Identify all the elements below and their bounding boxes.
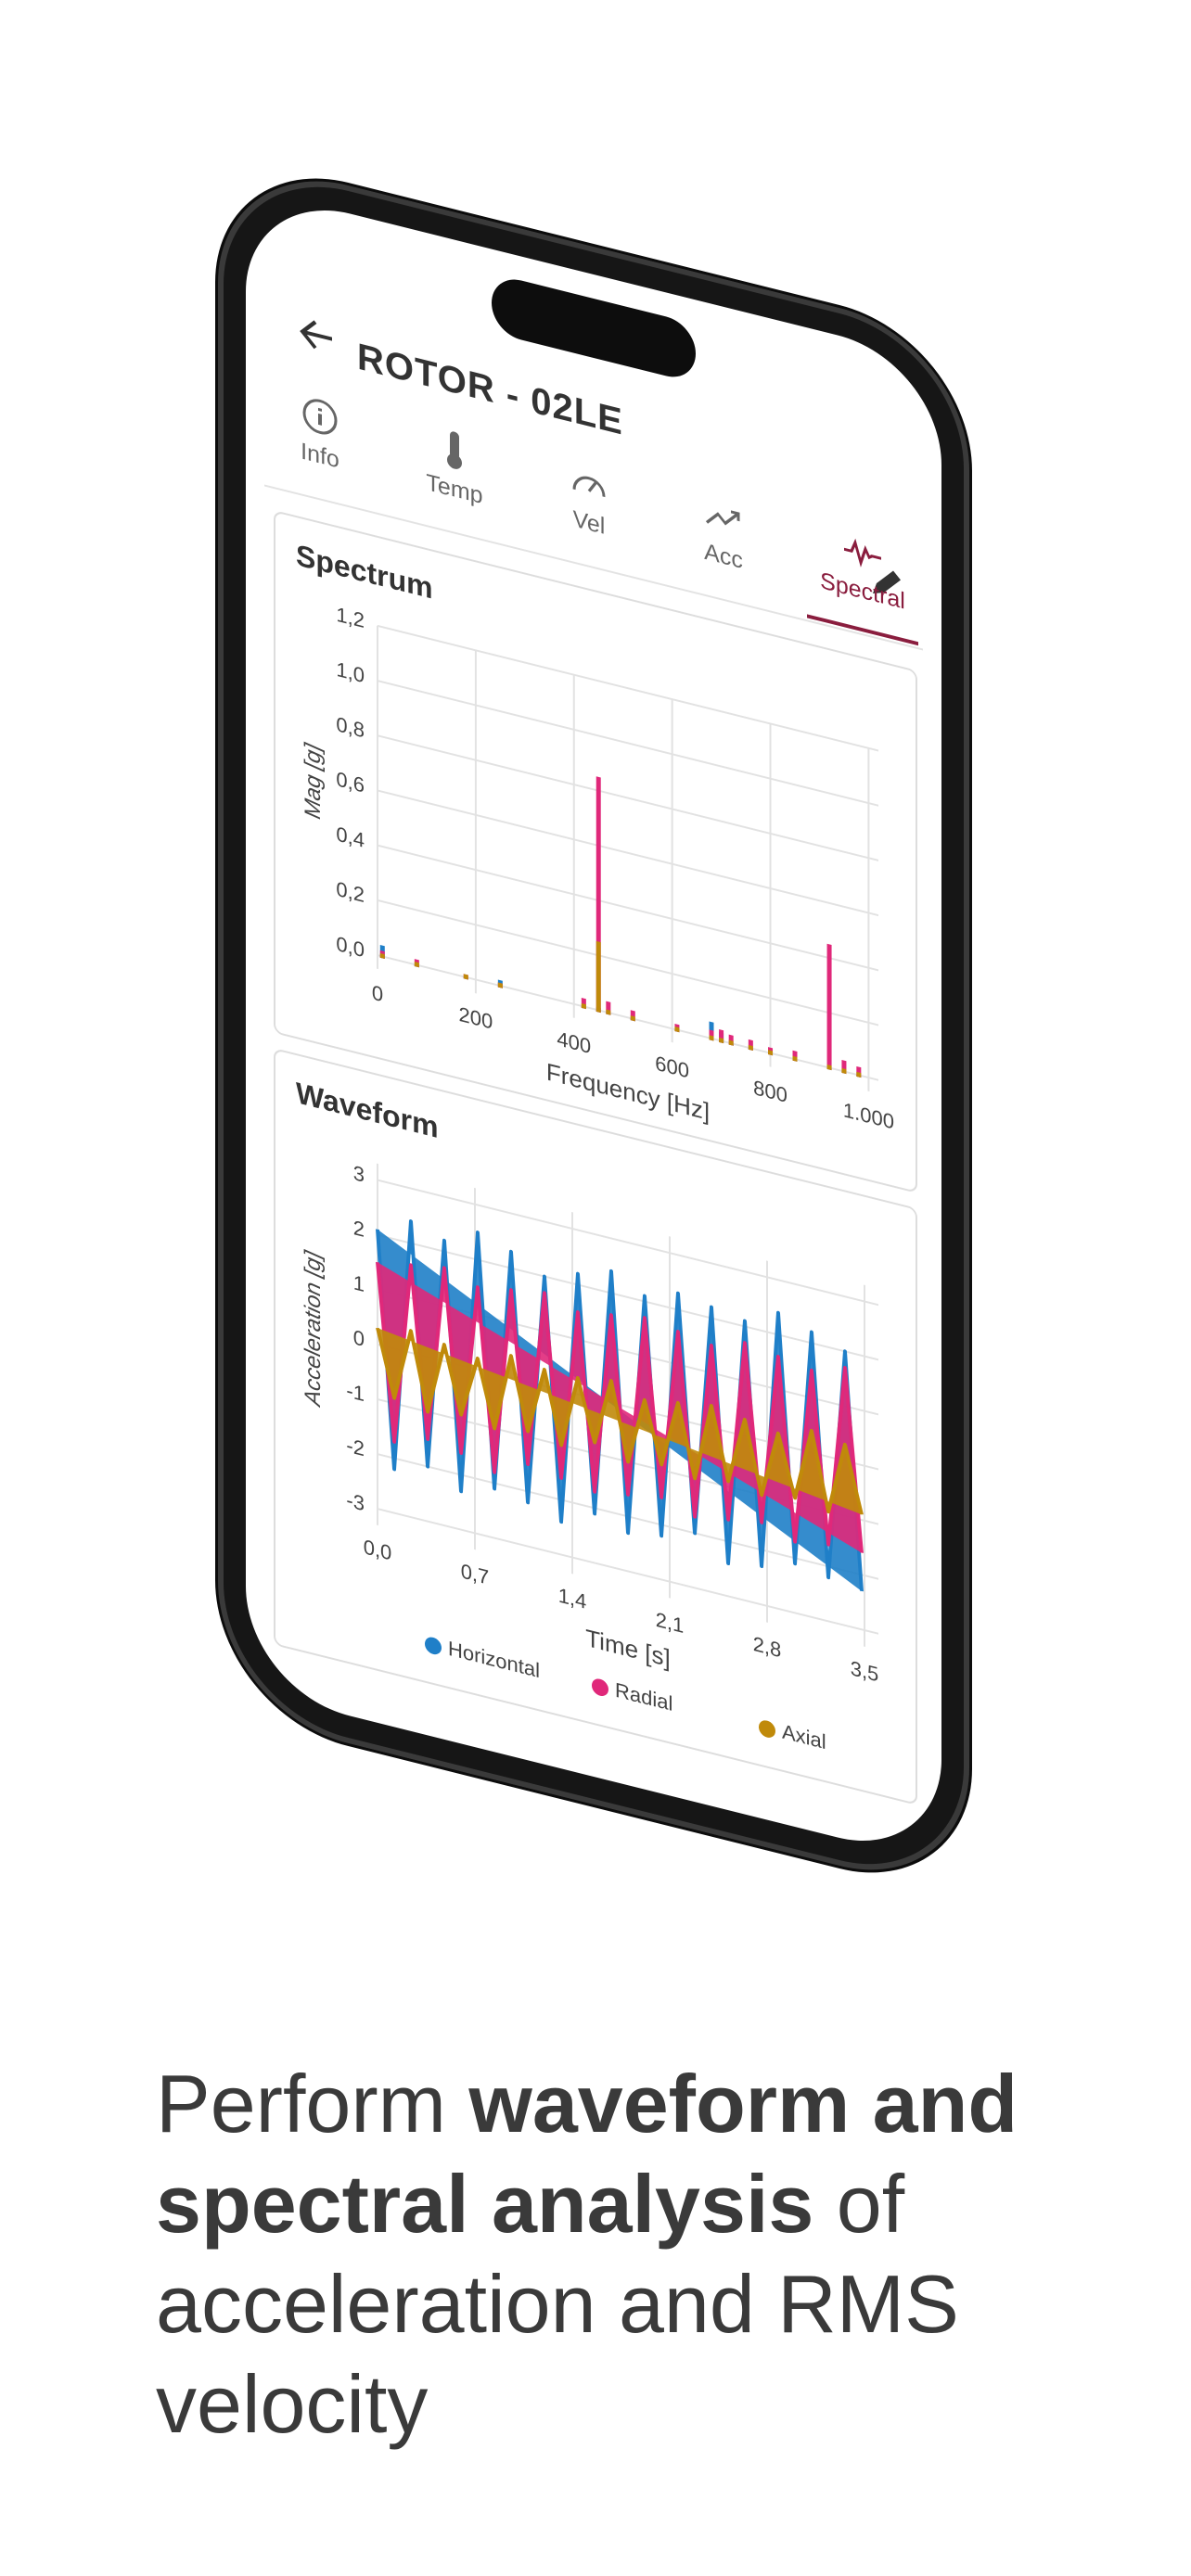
dynamic-island bbox=[492, 273, 696, 384]
tab-label: Vel bbox=[572, 505, 606, 541]
tab-label: Spectral bbox=[820, 567, 905, 615]
tab-label: Acc bbox=[704, 538, 743, 575]
tab[interactable]: Temp bbox=[399, 416, 510, 517]
legend-swatch bbox=[425, 1637, 442, 1655]
grid-line bbox=[378, 734, 878, 861]
tab-label: Info bbox=[301, 438, 339, 474]
x-tick-label: 0,0 bbox=[364, 1535, 392, 1564]
caption: Perform waveform and spectral analysis o… bbox=[156, 2054, 1130, 2455]
y-tick-label: -2 bbox=[346, 1434, 365, 1460]
grid-line bbox=[378, 844, 878, 972]
y-tick-label: 0 bbox=[353, 1325, 365, 1351]
screen: ROTOR - 02LE Info Temp Vel Acc Spectral … bbox=[246, 187, 941, 1864]
y-axis-label: Mag [g] bbox=[301, 740, 326, 822]
legend-swatch bbox=[592, 1678, 608, 1696]
caption-bold: waveform and spectral analysis bbox=[156, 2058, 1018, 2250]
x-tick-label: 3,5 bbox=[851, 1656, 879, 1686]
y-tick-label: 1,2 bbox=[336, 603, 365, 632]
waveform-line bbox=[376, 1261, 864, 1553]
x-tick-label: 1,4 bbox=[558, 1584, 587, 1613]
tab[interactable]: Info bbox=[264, 382, 376, 483]
y-tick-label: 0,0 bbox=[336, 932, 365, 962]
y-tick-label: 0,4 bbox=[336, 823, 365, 852]
x-tick-label: 0,7 bbox=[461, 1560, 490, 1589]
grid-line bbox=[378, 1508, 878, 1635]
legend-label: Axial bbox=[782, 1720, 826, 1754]
grid-line bbox=[378, 954, 878, 1081]
y-tick-label: 0,2 bbox=[336, 877, 365, 907]
y-tick-label: 0,6 bbox=[336, 767, 365, 797]
legend-label: Horizontal bbox=[448, 1637, 540, 1682]
y-tick-label: -3 bbox=[346, 1488, 365, 1515]
y-tick-label: -1 bbox=[346, 1379, 365, 1406]
y-tick-label: 3 bbox=[353, 1161, 365, 1187]
grid-line bbox=[378, 624, 878, 752]
legend-label: Radial bbox=[615, 1678, 672, 1715]
tab[interactable]: Vel bbox=[533, 450, 645, 551]
x-tick-label: 200 bbox=[459, 1002, 493, 1034]
grid-line bbox=[378, 1179, 878, 1307]
y-tick-label: 1 bbox=[353, 1270, 365, 1296]
tab[interactable]: Spectral bbox=[807, 517, 918, 646]
x-tick-label: 2,1 bbox=[656, 1608, 685, 1638]
x-tick-label: 800 bbox=[753, 1076, 788, 1107]
x-tick-label: 0 bbox=[372, 981, 383, 1007]
y-tick-label: 2 bbox=[353, 1216, 365, 1242]
caption-text: Perform bbox=[156, 2058, 446, 2149]
back-button[interactable] bbox=[297, 310, 338, 361]
tab[interactable]: Acc bbox=[668, 483, 779, 584]
legend-swatch bbox=[759, 1720, 775, 1738]
y-axis-label: Acceleration [g] bbox=[301, 1247, 326, 1409]
phone: ROTOR - 02LE Info Temp Vel Acc Spectral … bbox=[218, 153, 969, 1898]
edit-button[interactable] bbox=[867, 561, 904, 607]
x-tick-label: 1.000 bbox=[843, 1098, 894, 1133]
grid-line bbox=[378, 899, 878, 1027]
caption-text: of acceleration and RMS velocity bbox=[156, 2158, 959, 2450]
x-tick-label: 400 bbox=[557, 1027, 591, 1058]
tab-bar: Info Temp Vel Acc Spectral bbox=[264, 382, 923, 651]
y-tick-label: 0,8 bbox=[336, 712, 365, 742]
chart-card: Waveform -3 -2 -1 0 1 2 3 0,0 0,7 1,4 2,1 2,8 3,5 Tim… bbox=[274, 1047, 917, 1805]
y-tick-label: 1,0 bbox=[336, 657, 365, 687]
x-tick-label: 600 bbox=[655, 1052, 689, 1083]
grid-line bbox=[378, 789, 878, 917]
grid-line bbox=[378, 680, 878, 807]
x-tick-label: 2,8 bbox=[753, 1632, 782, 1662]
grid-line bbox=[378, 1233, 878, 1361]
